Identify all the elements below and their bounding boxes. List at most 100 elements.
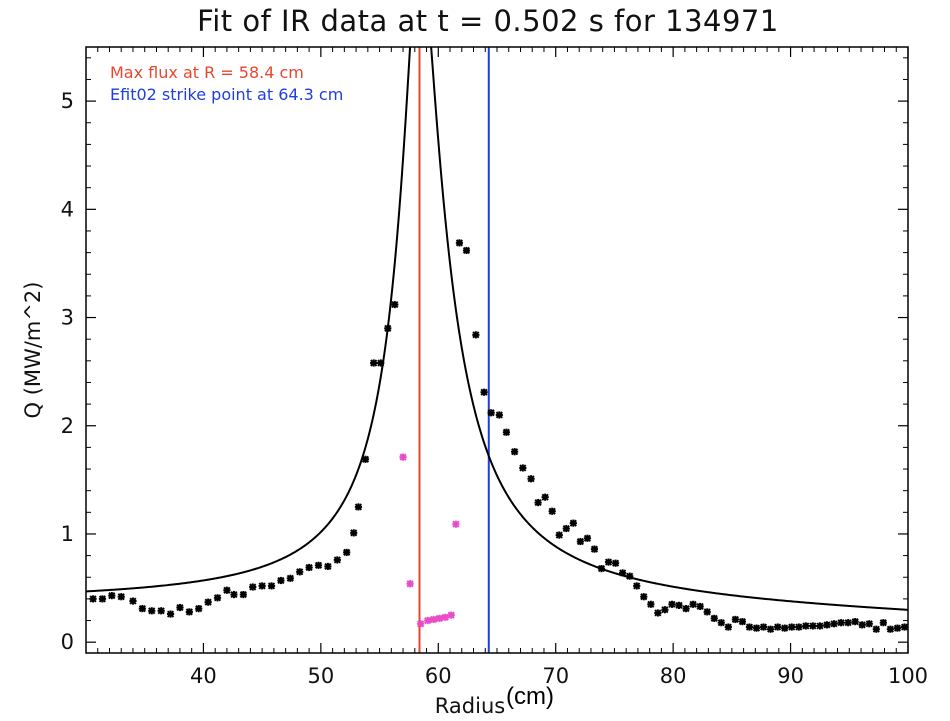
data-point — [844, 619, 852, 627]
data-point — [837, 619, 845, 627]
data-point — [710, 614, 718, 622]
data-point — [738, 618, 747, 626]
data-point — [802, 622, 810, 630]
fit-curve — [86, 47, 908, 611]
data-point — [157, 607, 165, 615]
data-point — [724, 623, 732, 631]
x-tick-label: 50 — [307, 664, 334, 688]
data-point — [333, 556, 341, 564]
data-point — [583, 534, 592, 542]
data-point — [406, 580, 414, 588]
data-point — [230, 590, 238, 599]
plot-frame — [85, 46, 909, 654]
data-point — [148, 607, 156, 615]
data-point — [519, 464, 527, 472]
axes-layer: 40 50 60 70 80 90 100 0 1 2 3 4 5 — [61, 46, 928, 688]
data-point — [117, 593, 125, 601]
data-point — [851, 618, 859, 626]
data-point — [633, 582, 641, 590]
data-point — [858, 621, 866, 629]
data-point — [696, 602, 704, 611]
data-point — [555, 531, 563, 539]
data-point — [296, 568, 304, 576]
data-point — [384, 324, 392, 332]
data-point — [286, 574, 294, 582]
data-point — [324, 562, 332, 571]
data-point — [399, 453, 407, 461]
data-point — [830, 620, 838, 628]
data-point — [569, 519, 577, 527]
data-point — [816, 622, 824, 630]
data-point — [204, 598, 212, 606]
data-point — [752, 624, 761, 632]
data-point — [879, 619, 887, 627]
data-point — [759, 623, 768, 631]
data-point — [886, 625, 894, 633]
data-point — [314, 561, 323, 569]
data-point — [305, 563, 313, 572]
data-point — [98, 595, 107, 603]
x-tick-label: 70 — [542, 664, 569, 688]
data-point — [795, 623, 803, 631]
data-point — [604, 558, 613, 566]
x-axis-units: (cm) — [506, 683, 554, 710]
x-tick-label: 90 — [777, 664, 804, 688]
data-point — [455, 239, 464, 247]
data-point — [495, 411, 503, 419]
y-tick-label: 3 — [61, 306, 74, 330]
data-point — [424, 616, 432, 625]
data-point — [788, 623, 796, 631]
annotation-strike-point: Efit02 strike point at 64.3 cm — [110, 85, 343, 104]
data-point — [893, 624, 902, 632]
data-point — [823, 621, 831, 629]
chart-title: Fit of IR data at t = 0.502 s for 134971 — [197, 4, 779, 38]
data-point — [472, 331, 480, 339]
data-point — [487, 409, 495, 417]
data-point — [717, 619, 725, 627]
data-point — [668, 600, 676, 608]
data-point — [527, 475, 535, 483]
y-tick-label: 4 — [61, 197, 74, 221]
data-point — [108, 592, 116, 600]
data-point — [534, 498, 542, 507]
data-point — [872, 625, 880, 633]
x-tick-label: 100 — [888, 664, 928, 688]
data-point — [258, 582, 266, 590]
fit-curve-layer — [86, 47, 908, 611]
data-point — [661, 606, 669, 614]
data-point — [865, 620, 873, 628]
data-point — [391, 300, 399, 309]
data-point — [452, 520, 460, 528]
data-point — [195, 605, 203, 613]
data-point — [619, 569, 627, 577]
data-point — [480, 388, 488, 396]
data-point — [377, 359, 385, 367]
data-point — [654, 609, 662, 617]
data-point — [576, 537, 584, 546]
annotation-max-flux: Max flux at R = 58.4 cm — [110, 63, 304, 82]
data-point — [277, 576, 285, 585]
data-point — [640, 593, 648, 601]
data-point — [675, 601, 683, 609]
data-point — [703, 608, 711, 616]
data-point — [138, 605, 146, 613]
data-point — [781, 624, 789, 632]
x-tick-label: 60 — [425, 664, 452, 688]
data-point — [541, 493, 549, 501]
data-point — [597, 564, 606, 573]
data-point — [185, 608, 193, 616]
vertical-lines-layer — [418, 47, 490, 653]
data-point — [647, 600, 655, 608]
data-point — [548, 507, 556, 515]
data-point — [590, 545, 599, 553]
data-point — [129, 597, 137, 605]
data-point — [354, 503, 363, 511]
data-point — [350, 529, 358, 537]
y-tick-label: 0 — [61, 630, 74, 654]
x-tick-label: 80 — [660, 664, 687, 688]
data-point — [502, 428, 510, 436]
data-point — [682, 605, 690, 613]
data-point — [511, 448, 519, 456]
data-point — [809, 622, 817, 630]
y-axis-label: Q (MW/m^2) — [21, 282, 45, 419]
